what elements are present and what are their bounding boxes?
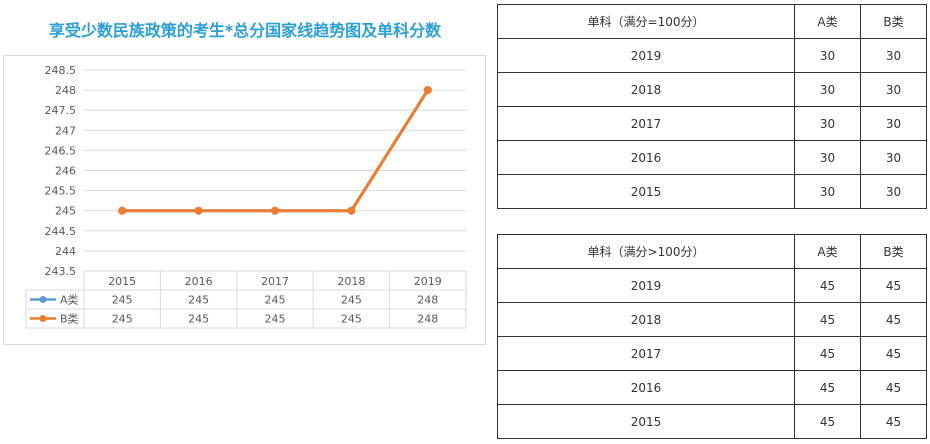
y-tick-label: 245 bbox=[55, 205, 76, 218]
table-row: 2017 45 45 bbox=[497, 336, 927, 371]
year-cell: 2019 bbox=[497, 38, 795, 73]
class-a-cell: 45 bbox=[794, 302, 861, 337]
data-point bbox=[423, 86, 432, 95]
year-cell: 2016 bbox=[497, 140, 795, 175]
class-b-cell: 45 bbox=[860, 302, 927, 337]
line-chart: 248.5 248 247.5 247 246.5 246 245.5 245 244.5 244… bbox=[25, 64, 467, 329]
class-a-cell: 45 bbox=[794, 404, 861, 439]
data-point bbox=[118, 206, 127, 215]
table-header-row: 单科（满分=100分） A类 B类 bbox=[497, 4, 927, 39]
data-point bbox=[194, 206, 203, 215]
class-b-cell: 30 bbox=[860, 140, 927, 175]
class-b-cell: 45 bbox=[860, 404, 927, 439]
year-cell: 2017 bbox=[497, 106, 795, 141]
data-point bbox=[271, 206, 279, 215]
year-cell: 2016 bbox=[497, 370, 795, 405]
year-cell: 2018 bbox=[497, 72, 795, 107]
header-class-a: A类 bbox=[794, 4, 861, 39]
class-b-cell: 45 bbox=[860, 336, 927, 371]
year-cell: 2019 bbox=[497, 268, 795, 303]
score-table-100: 单科（满分=100分） A类 B类 2019 30 30 2018 30 30 … bbox=[497, 4, 927, 209]
year-cell: 2015 bbox=[497, 404, 795, 439]
x-tick-label: 2015 bbox=[108, 275, 136, 288]
data-table-value: 245 bbox=[265, 313, 286, 326]
class-a-cell: 30 bbox=[794, 174, 861, 209]
x-tick-label: 2018 bbox=[337, 275, 365, 288]
class-a-cell: 45 bbox=[794, 268, 861, 303]
data-table-value: 248 bbox=[417, 313, 438, 326]
data-table-value: 245 bbox=[188, 313, 209, 326]
data-table-value: 245 bbox=[341, 294, 362, 307]
class-b-cell: 45 bbox=[860, 370, 927, 405]
legend-marker bbox=[39, 296, 47, 303]
x-tick-label: 2019 bbox=[414, 275, 442, 288]
y-tick-label: 247 bbox=[55, 124, 76, 137]
class-a-cell: 30 bbox=[794, 106, 861, 141]
table-row: 2016 30 30 bbox=[497, 140, 927, 175]
score-table-over-100: 单科（满分>100分） A类 B类 2019 45 45 2018 45 45 … bbox=[497, 234, 927, 439]
y-tick-label: 245.5 bbox=[45, 185, 77, 198]
year-cell: 2018 bbox=[497, 302, 795, 337]
table-row: 2015 30 30 bbox=[497, 174, 927, 209]
y-tick-label: 248.5 bbox=[45, 64, 77, 77]
class-a-cell: 30 bbox=[794, 38, 861, 73]
y-tick-label: 247.5 bbox=[45, 104, 77, 117]
data-point bbox=[347, 206, 356, 215]
y-tick-label: 246 bbox=[55, 165, 76, 178]
class-a-cell: 30 bbox=[794, 72, 861, 107]
class-a-cell: 45 bbox=[794, 370, 861, 405]
legend-marker bbox=[39, 315, 47, 322]
table-row: 2019 45 45 bbox=[497, 268, 927, 303]
y-tick-label: 248 bbox=[55, 84, 76, 97]
data-table-value: 245 bbox=[112, 294, 133, 307]
header-subject: 单科（满分=100分） bbox=[497, 4, 795, 39]
legend-label: B类 bbox=[60, 312, 79, 326]
class-a-cell: 45 bbox=[794, 336, 861, 371]
table-row: 2019 30 30 bbox=[497, 38, 927, 73]
class-b-cell: 30 bbox=[860, 38, 927, 73]
x-tick-label: 2016 bbox=[185, 275, 213, 288]
table-row: 2018 45 45 bbox=[497, 302, 927, 337]
year-cell: 2015 bbox=[497, 174, 795, 209]
table-row: 2018 30 30 bbox=[497, 72, 927, 107]
class-b-cell: 30 bbox=[860, 106, 927, 141]
chart-area: 248.5 248 247.5 247 246.5 246 245.5 245 244.5 244… bbox=[3, 55, 486, 345]
header-class-b: B类 bbox=[860, 234, 927, 269]
x-tick-label: 2017 bbox=[261, 275, 289, 288]
chart-title: 享受少数民族政策的考生*总分国家线趋势图及单科分数 bbox=[48, 21, 442, 40]
class-b-cell: 30 bbox=[860, 72, 927, 107]
year-cell: 2017 bbox=[497, 336, 795, 371]
table-row: 2016 45 45 bbox=[497, 370, 927, 405]
header-class-b: B类 bbox=[860, 4, 927, 39]
data-table-value: 245 bbox=[188, 294, 209, 307]
legend-label: A类 bbox=[60, 293, 79, 307]
header-class-a: A类 bbox=[794, 234, 861, 269]
data-table-value: 245 bbox=[341, 313, 362, 326]
table-row: 2015 45 45 bbox=[497, 404, 927, 439]
class-a-cell: 30 bbox=[794, 140, 861, 175]
table-row: 2017 30 30 bbox=[497, 106, 927, 141]
header-subject: 单科（满分>100分） bbox=[497, 234, 795, 269]
y-tick-label: 244 bbox=[55, 245, 76, 258]
data-table-value: 245 bbox=[265, 294, 286, 307]
data-table-value: 245 bbox=[112, 313, 133, 326]
y-tick-label: 243.5 bbox=[45, 265, 77, 278]
y-tick-label: 246.5 bbox=[45, 144, 77, 157]
y-tick-label: 244.5 bbox=[45, 225, 77, 238]
class-b-cell: 45 bbox=[860, 268, 927, 303]
table-header-row: 单科（满分>100分） A类 B类 bbox=[497, 234, 927, 269]
class-b-cell: 30 bbox=[860, 174, 927, 209]
data-table-value: 248 bbox=[417, 294, 438, 307]
